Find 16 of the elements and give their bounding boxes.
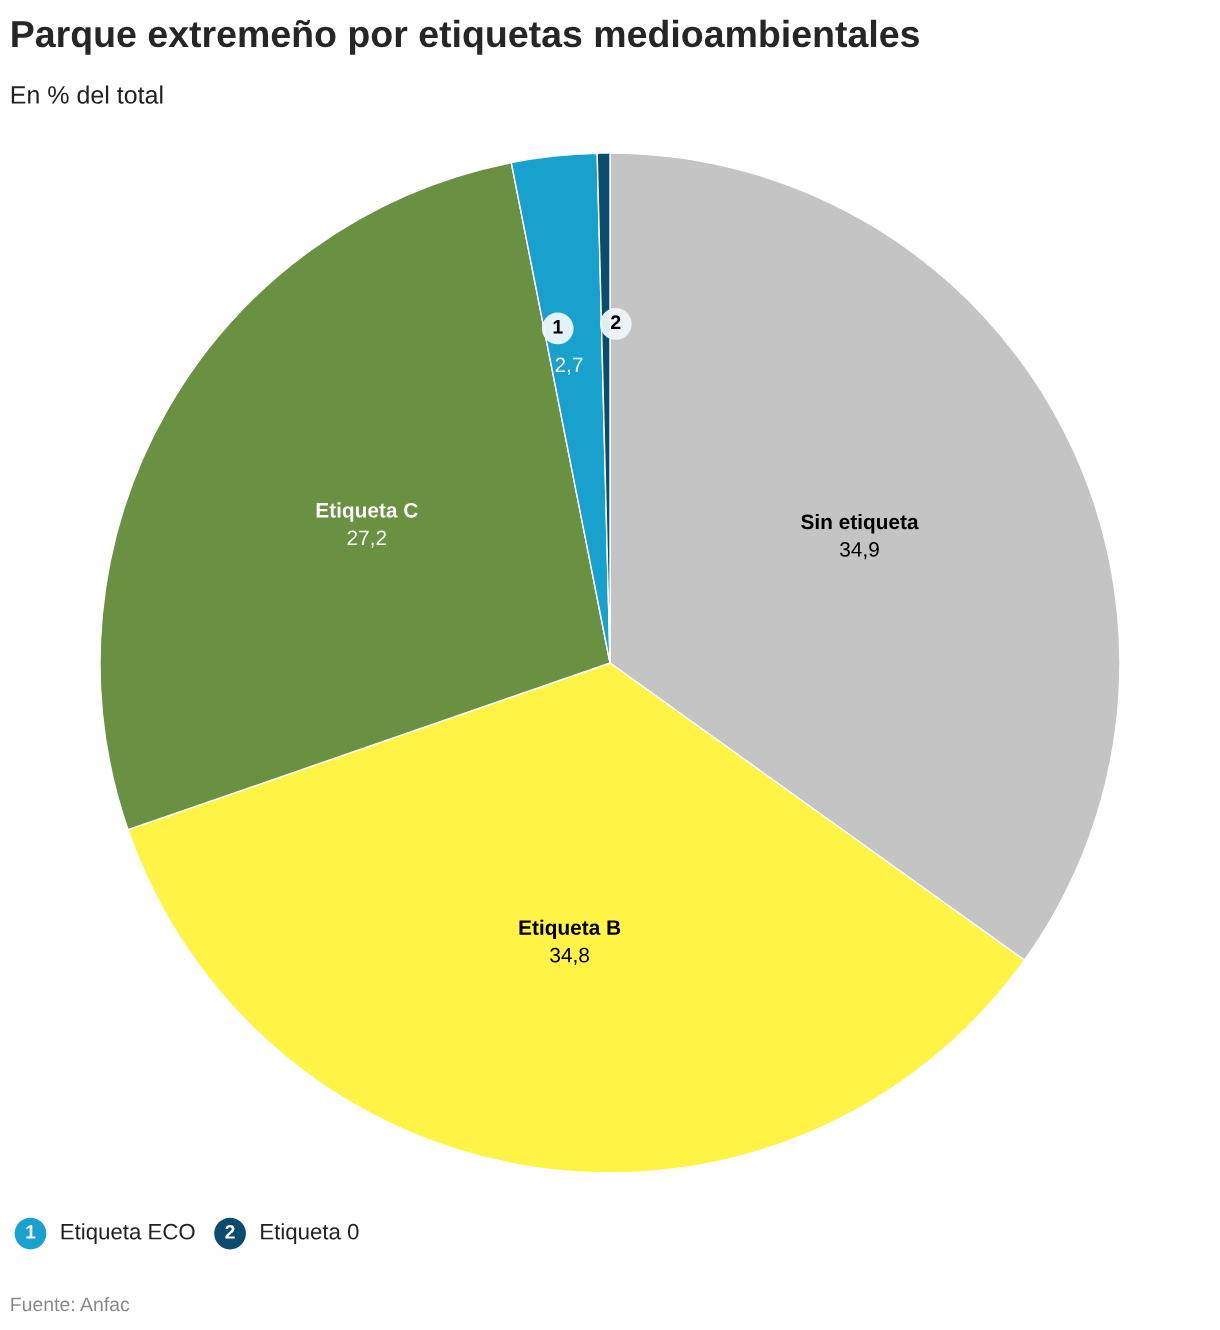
- source-note: Fuente: Anfac: [11, 1297, 130, 1312]
- data-label: 2,7: [555, 357, 583, 375]
- slice-label: Etiqueta B: [519, 919, 621, 940]
- slice-label: Sin etiqueta: [801, 513, 919, 534]
- text: 2: [225, 1225, 235, 1239]
- chart-title: Parque extremeño por etiquetas medioambientales: [12, 19, 919, 55]
- text: 2: [611, 315, 621, 329]
- data-label: 34,9: [840, 542, 879, 560]
- data-label: 27,2: [347, 530, 387, 548]
- text: 1: [553, 320, 563, 334]
- chart-subtitle: En % del total: [11, 85, 163, 104]
- slice-label: Etiqueta C: [316, 502, 418, 522]
- legend-label: Etiqueta ECO: [61, 1223, 195, 1244]
- text: 1: [26, 1225, 36, 1239]
- legend-label: Etiqueta 0: [261, 1223, 359, 1244]
- data-label: 34,8: [550, 947, 589, 965]
